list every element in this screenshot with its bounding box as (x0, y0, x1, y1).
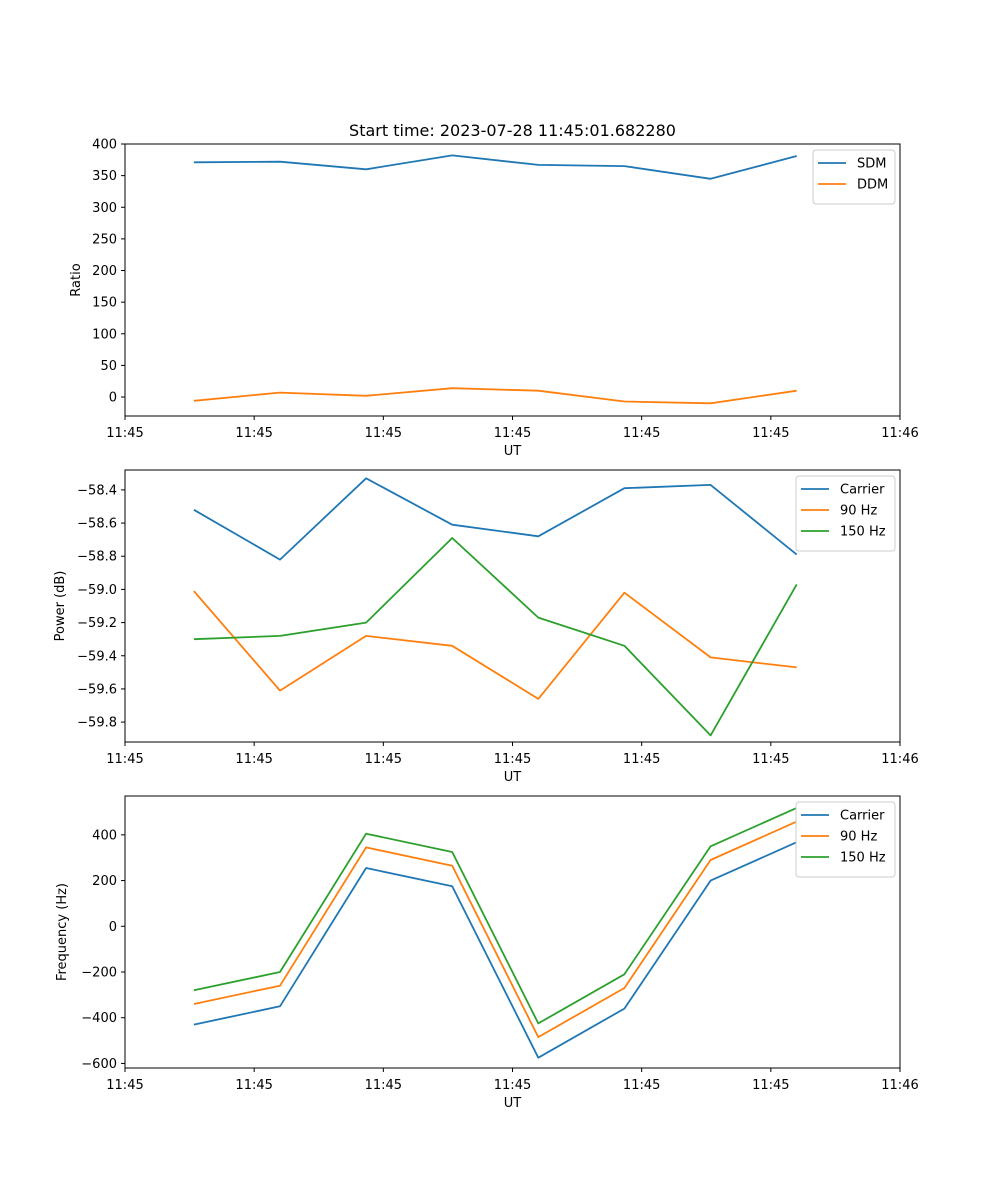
y-tick-label: 400 (92, 828, 117, 843)
plot-frame (124, 795, 901, 1069)
legend-label: Carrier (840, 483, 885, 498)
y-tick-label: −59.0 (77, 583, 117, 598)
x-tick-label: 11:45 (752, 752, 789, 767)
x-tick-label: 11:45 (365, 1078, 402, 1093)
y-tick-label: 50 (100, 359, 117, 374)
legend-box (795, 801, 896, 878)
x-tick-label: 11:46 (881, 1078, 918, 1093)
series-line-ddm (193, 387, 797, 405)
y-axis-label: Ratio (69, 263, 84, 296)
y-tick-label: −59.4 (77, 649, 117, 664)
subplot-1: Start time: 2023-07-28 11:45:01.682280 11… (69, 121, 919, 459)
y-axis-label: Frequency (Hz) (55, 883, 70, 981)
series-line-90-hz (193, 820, 798, 1038)
series-line-150-hz (193, 807, 798, 1025)
legend-label: 150 Hz (840, 525, 886, 540)
x-tick-label: 11:45 (235, 752, 272, 767)
y-tick-label: −58.4 (77, 483, 117, 498)
legend: SDM DDM (812, 149, 896, 205)
y-tick-label: 100 (92, 327, 117, 342)
y-tick-label: 0 (109, 391, 117, 406)
x-tick-label: 11:45 (623, 1078, 660, 1093)
legend: Carrier 90 Hz 150 Hz (795, 475, 896, 552)
x-axis-label: UT (504, 444, 522, 459)
series-group (193, 154, 797, 405)
series-group (193, 807, 798, 1059)
y-tick-label: −59.6 (77, 682, 117, 697)
y-tick-label: −200 (81, 966, 117, 981)
x-tick-label: 11:45 (235, 1078, 272, 1093)
x-tick-label: 11:45 (752, 426, 789, 441)
series-group (193, 477, 798, 737)
legend-label: 90 Hz (840, 504, 877, 519)
y-tick-label: 350 (92, 169, 117, 184)
y-tick-label: 200 (92, 874, 117, 889)
subplot-2: 11:45 11:45 11:45 11:45 11:45 11:45 11:46 −59.8… (53, 469, 919, 785)
series-line-carrier (193, 477, 798, 561)
x-tick-label: 11:45 (494, 752, 531, 767)
legend-label: DDM (857, 178, 888, 193)
y-tick-label: 300 (92, 201, 117, 216)
x-tick-label: 11:46 (881, 752, 918, 767)
chart-title: Start time: 2023-07-28 11:45:01.682280 (349, 121, 676, 140)
subplot-3: 11:45 11:45 11:45 11:45 11:45 11:45 11:46 −600 −… (55, 795, 919, 1111)
legend: Carrier 90 Hz 150 Hz (795, 801, 896, 878)
series-line-carrier (193, 841, 798, 1059)
x-tick-label: 11:45 (752, 1078, 789, 1093)
x-tick-label: 11:45 (365, 752, 402, 767)
x-tick-label: 11:45 (494, 426, 531, 441)
y-tick-label: 0 (109, 920, 117, 935)
y-tick-label: 150 (92, 296, 117, 311)
series-line-150-hz (193, 537, 798, 737)
y-tick-label: −58.8 (77, 550, 117, 565)
x-tick-label: 11:46 (881, 426, 918, 441)
y-tick-label: 250 (92, 232, 117, 247)
x-axis-label: UT (504, 770, 522, 785)
legend-label: SDM (857, 157, 886, 172)
y-tick-label: −400 (81, 1011, 117, 1026)
y-axis-label: Power (dB) (53, 571, 68, 642)
x-tick-label: 11:45 (235, 426, 272, 441)
x-tick-label: 11:45 (494, 1078, 531, 1093)
y-tick-label: −58.6 (77, 517, 117, 532)
legend-label: 150 Hz (840, 851, 886, 866)
x-tick-label: 11:45 (106, 1078, 143, 1093)
y-tick-label: −600 (81, 1057, 117, 1072)
x-axis-label: UT (504, 1096, 522, 1111)
y-tick-label: −59.8 (77, 716, 117, 731)
y-tick-label: 200 (92, 264, 117, 279)
legend-label: 90 Hz (840, 830, 877, 845)
series-line-sdm (193, 154, 797, 180)
y-tick-label: 400 (92, 138, 117, 153)
plot-frame (124, 143, 901, 417)
x-tick-label: 11:45 (106, 426, 143, 441)
legend-box (795, 475, 896, 552)
x-tick-label: 11:45 (623, 752, 660, 767)
x-tick-label: 11:45 (365, 426, 402, 441)
x-tick-label: 11:45 (106, 752, 143, 767)
x-tick-label: 11:45 (623, 426, 660, 441)
series-line-90-hz (193, 590, 797, 700)
legend-label: Carrier (840, 809, 885, 824)
y-tick-label: −59.2 (77, 616, 117, 631)
